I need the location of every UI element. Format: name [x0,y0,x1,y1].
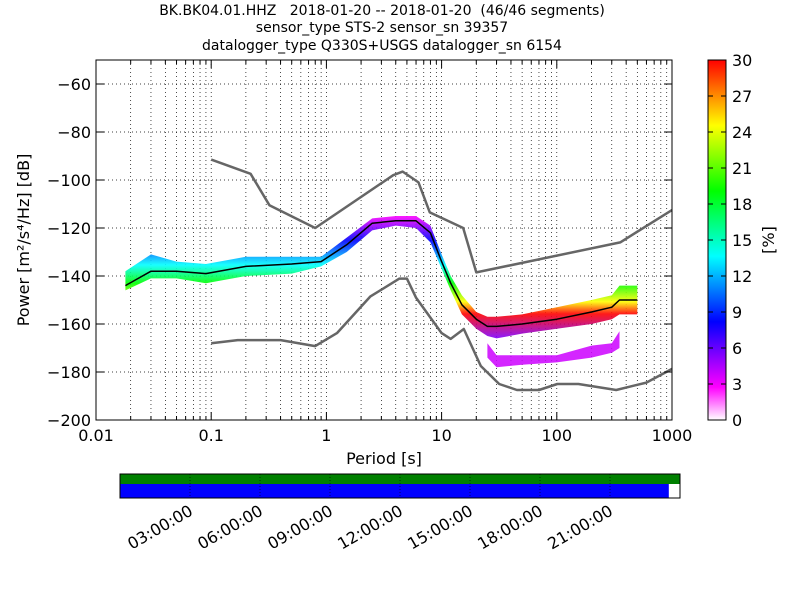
x-axis-label: Period [s] [346,449,422,468]
colorbar-tick-label: 9 [732,303,742,322]
series-line-nhnm [210,158,672,274]
series-line-nlnm [211,277,672,392]
plot-data [125,158,672,392]
plot-frame [95,59,673,421]
y-tick-label: −80 [57,123,91,142]
colorbar-tick-label: 27 [732,87,752,106]
x-tick-label: 100 [542,426,573,445]
data-coverage-timeline: 03:00:0006:00:0009:00:0012:00:0015:00:00… [119,473,681,553]
psd-outlier-band [487,331,620,368]
colorbar-tick-label: 15 [732,231,752,250]
psd-density-band [125,216,638,339]
x-tick-label: 1 [321,426,331,445]
series-line-mode [125,220,638,328]
colorbar-tick-label: 6 [732,339,742,358]
timeline-coverage-bar [120,484,669,498]
chart-title-line-1: BK.BK04.01.HHZ 2018-01-20 -- 2018-01-20 … [159,3,605,19]
timeline-gap-bar [120,474,680,484]
chart-title-line-3: datalogger_type Q330S+USGS datalogger_sn… [202,38,562,54]
y-tick-label: −100 [47,171,91,190]
timeline-tick-label: 03:00:00 [124,501,196,553]
y-tick-label: −140 [47,267,91,286]
colorbar-tick-label: 24 [732,123,752,142]
timeline-tick-label: 21:00:00 [544,501,616,553]
colorbar-axis: 0 3 6 9 12 15 18 21 24 27 30 [708,51,752,430]
x-tick-label: 10 [431,426,451,445]
timeline-tick-label: 18:00:00 [474,501,546,553]
colorbar-tick-label: 3 [732,375,742,394]
colorbar-tick-label: 18 [732,195,752,214]
colorbar-tick-label: 0 [732,411,742,430]
x-tick-label: 1000 [652,426,693,445]
grid-lines [95,60,672,421]
chart-title-line-2: sensor_type STS-2 sensor_sn 39357 [255,20,509,36]
y-tick-label: −180 [47,363,91,382]
colorbar-tick-label: 30 [732,51,752,70]
y-tick-label: −200 [47,411,91,430]
x-tick-label: 0.01 [78,426,114,445]
x-tick-label: 0.1 [198,426,223,445]
timeline-tick-label: 06:00:00 [194,501,266,553]
timeline-tick-label: 09:00:00 [264,501,336,553]
axes: 0.01 0.1 1 10 100 1000 −200 −180 −160 −140 −120 −10… [47,60,692,445]
y-tick-label: −60 [57,75,91,94]
y-tick-label: −120 [47,219,91,238]
colorbar-tick-label: 21 [732,159,752,178]
y-tick-label: −160 [47,315,91,334]
colorbar-label: [%] [759,226,778,254]
y-axis-label: Power [m²/s⁴/Hz] [dB] [14,154,33,327]
timeline-tick-label: 15:00:00 [404,501,476,553]
timeline-tick-label: 12:00:00 [334,501,406,553]
colorbar-tick-label: 12 [732,267,752,286]
